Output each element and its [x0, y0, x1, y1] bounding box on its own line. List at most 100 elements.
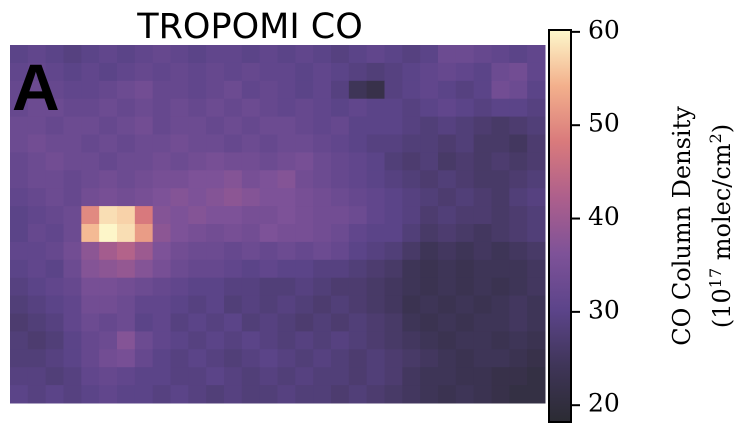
heatmap-cell: [259, 349, 278, 368]
colorbar-tick-label: 50: [588, 109, 620, 138]
heatmap-cell: [527, 170, 546, 189]
heatmap-cell: [366, 349, 385, 368]
heatmap-cell: [277, 295, 296, 314]
heatmap-cell: [224, 98, 243, 118]
heatmap-cell: [313, 331, 332, 350]
heatmap-cell: [63, 224, 82, 243]
heatmap-cell: [10, 224, 29, 243]
heatmap-cell: [134, 295, 154, 314]
heatmap-cell: [206, 349, 225, 368]
heatmap-cell: [348, 116, 368, 135]
heatmap-cell: [81, 349, 100, 368]
heatmap-cell: [384, 367, 403, 386]
heatmap-cell: [420, 152, 439, 171]
heatmap-cell: [206, 385, 225, 404]
heatmap-cell: [170, 134, 189, 153]
heatmap-cell: [206, 224, 225, 243]
heatmap-cell: [402, 331, 421, 350]
heatmap-cell: [491, 367, 510, 386]
heatmap-cell: [27, 259, 47, 279]
heatmap-cell: [438, 170, 457, 189]
heatmap-cell: [152, 331, 171, 350]
heatmap-cell: [27, 224, 47, 243]
heatmap-cell: [313, 385, 332, 404]
heatmap-cell: [63, 367, 82, 386]
heatmap: [10, 45, 546, 404]
heatmap-cell: [384, 98, 403, 118]
heatmap-cell: [81, 259, 100, 279]
heatmap-cell: [420, 116, 439, 135]
heatmap-cell: [455, 313, 475, 332]
heatmap-cell: [63, 241, 82, 261]
heatmap-cell: [277, 80, 296, 100]
heatmap-cell: [45, 349, 64, 368]
heatmap-cell: [420, 80, 439, 100]
heatmap-cell: [491, 295, 510, 314]
heatmap-cell: [206, 277, 225, 297]
heatmap-cell: [277, 134, 296, 153]
heatmap-cell: [420, 62, 439, 82]
heatmap-cell: [206, 295, 225, 314]
heatmap-cell: [117, 62, 136, 82]
heatmap-cell: [509, 385, 528, 404]
heatmap-cell: [45, 259, 64, 279]
heatmap-cell: [384, 80, 403, 100]
heatmap-cell: [313, 98, 332, 118]
heatmap-cell: [473, 349, 492, 368]
heatmap-cell: [438, 241, 457, 261]
heatmap-cell: [134, 116, 154, 135]
heatmap-cell: [331, 385, 350, 404]
heatmap-cell: [455, 170, 475, 189]
heatmap-cell: [45, 277, 64, 297]
heatmap-cell: [241, 241, 261, 261]
heatmap-cell: [170, 277, 189, 297]
heatmap-cell: [188, 349, 207, 368]
heatmap-cell: [491, 313, 510, 332]
heatmap-cell: [348, 188, 368, 207]
heatmap-cell: [473, 331, 492, 350]
heatmap-cell: [384, 188, 403, 207]
heatmap-cell: [81, 295, 100, 314]
heatmap-cell: [295, 331, 314, 350]
heatmap-cell: [295, 152, 314, 171]
heatmap-cell: [491, 116, 510, 135]
heatmap-cell: [455, 80, 475, 100]
heatmap-cell: [206, 313, 225, 332]
heatmap-cell: [473, 313, 492, 332]
heatmap-cell: [455, 188, 475, 207]
heatmap-cell: [420, 241, 439, 261]
heatmap-cell: [152, 98, 171, 118]
heatmap-cell: [420, 277, 439, 297]
heatmap-cell: [241, 62, 261, 82]
heatmap-cell: [455, 206, 475, 225]
heatmap-cell: [81, 331, 100, 350]
heatmap-cell: [27, 80, 47, 100]
heatmap-cell: [366, 62, 385, 82]
heatmap-cell: [295, 116, 314, 135]
heatmap-cell: [241, 295, 261, 314]
heatmap-cell: [473, 80, 492, 100]
heatmap-cell: [10, 62, 29, 82]
heatmap-cell: [134, 385, 154, 404]
heatmap-cell: [99, 349, 118, 368]
heatmap-cell: [277, 313, 296, 332]
heatmap-cell: [384, 224, 403, 243]
heatmap-cell: [224, 241, 243, 261]
heatmap-cell: [45, 241, 64, 261]
heatmap-cell: [473, 45, 492, 64]
heatmap-cell: [295, 45, 314, 64]
heatmap-cell: [438, 331, 457, 350]
heatmap-cell: [241, 367, 261, 386]
heatmap-cell: [420, 134, 439, 153]
heatmap-cell: [473, 277, 492, 297]
heatmap-cell: [134, 134, 154, 153]
heatmap-cell: [527, 152, 546, 171]
heatmap-cell: [259, 295, 278, 314]
heatmap-cell: [331, 170, 350, 189]
heatmap-cell: [473, 188, 492, 207]
heatmap-cell: [10, 331, 29, 350]
heatmap-cell: [259, 116, 278, 135]
heatmap-cell: [331, 188, 350, 207]
heatmap-cell: [99, 80, 118, 100]
heatmap-cell: [117, 331, 136, 350]
